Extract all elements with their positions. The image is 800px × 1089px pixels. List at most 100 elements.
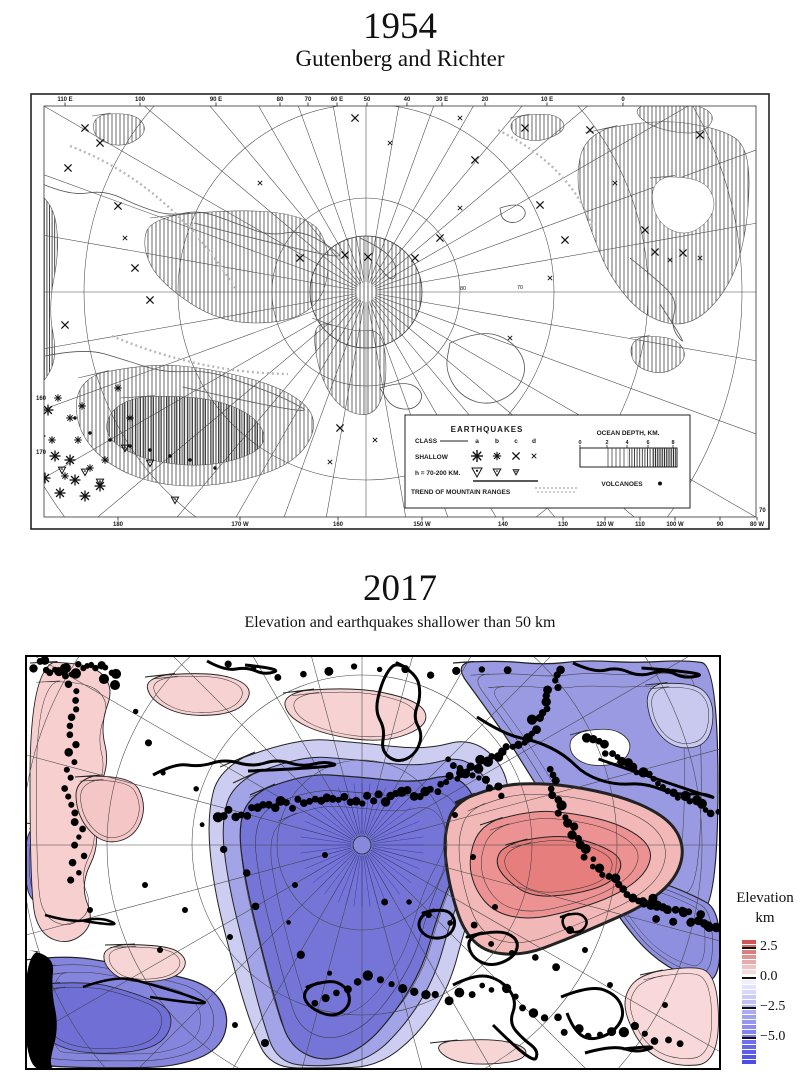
earthquake-dot: [274, 674, 282, 681]
legend-shallow-label: SHALLOW: [415, 454, 449, 461]
colorbar-tick-label: −5.0: [760, 1029, 786, 1044]
earthquake-dot: [659, 784, 666, 791]
colorbar-tick-label: −2.5: [760, 999, 786, 1014]
earthquake-dot: [551, 776, 560, 785]
meridian-line: [34, 656, 354, 841]
contour-line: [481, 818, 639, 912]
coastline-thick: [44, 913, 116, 926]
earthquake-dot: [67, 876, 75, 884]
x-quake-icon: [327, 459, 333, 465]
earthquake-dot: [466, 762, 475, 771]
x-quake-icon: [113, 201, 123, 211]
earthquake-dot: [498, 792, 505, 800]
earthquake-dot: [251, 902, 260, 911]
triangle-dot: [475, 469, 479, 472]
x-quake-icon: [650, 247, 660, 257]
pole-ray: [338, 855, 358, 903]
pole-ray: [372, 849, 420, 869]
earthquake-dot: [421, 990, 431, 1000]
deep-quake-triangle-icon: [57, 466, 67, 475]
asterisk-quake-icon: [101, 456, 109, 464]
earthquake-dot: [706, 809, 715, 818]
earthquake-dot: [488, 753, 495, 760]
earthquake-dot: [508, 950, 515, 957]
earthquake-dot: [443, 779, 450, 786]
earthquake-dot: [687, 917, 696, 927]
meridian-line: [367, 106, 400, 283]
coastline: [446, 333, 525, 404]
contour-region: [624, 967, 719, 1066]
colorbar-segment: [742, 945, 756, 949]
earthquake-dot: [702, 807, 709, 813]
pole-ray: [366, 787, 386, 835]
earthquake-dot: [353, 978, 362, 986]
earthquake-dot: [590, 856, 597, 862]
x-quake-icon: [535, 200, 545, 210]
earthquake-dot: [292, 882, 298, 888]
meridian-line: [369, 301, 449, 517]
earthquake-dot: [554, 684, 562, 692]
pole-ray: [369, 801, 406, 838]
triangle-dot: [84, 470, 86, 472]
coastline-thick: [572, 661, 701, 679]
elevation-colorbar: Elevation km 2.5 0.0 −2.5 −5.0: [730, 888, 800, 1084]
earthquake-dot: [452, 812, 458, 818]
earthquake-dot: [66, 722, 74, 730]
contour-region: [144, 673, 250, 716]
asterisk-quake-icon: [44, 473, 50, 480]
earthquake-dot: [630, 1021, 639, 1031]
longitude-label: 30 E: [436, 97, 448, 103]
earthquake-dot: [460, 769, 470, 779]
earthquake-dot: [546, 765, 554, 773]
ocean-depth-segment: [607, 448, 627, 467]
longitude-label: 170 W: [231, 522, 249, 528]
earthquake-dot: [589, 863, 596, 870]
contour-line: [108, 946, 181, 980]
x-quake-icon: [95, 138, 105, 148]
mountain-trend-curve: [111, 334, 289, 376]
pole-ray: [368, 795, 400, 837]
earthquake-dot: [470, 854, 476, 860]
earthquake-dot: [403, 786, 412, 795]
x-quake-icon: [372, 437, 378, 443]
colorbar-segment: [742, 1000, 756, 1004]
earthquake-dot: [80, 852, 88, 860]
earthquake-dot: [300, 799, 308, 808]
pole-ray: [372, 847, 422, 862]
deep-quake-triangle-icon: [170, 496, 180, 505]
earthquake-dot: [72, 697, 80, 704]
meridian-line: [368, 656, 551, 839]
coastline-thick: [584, 1045, 654, 1055]
x-quake-icon: [560, 235, 570, 245]
earthquake-dot: [494, 782, 503, 791]
earthquake-dot: [512, 993, 519, 1000]
legend-title: EARTHQUAKES: [451, 425, 524, 434]
longitude-label: 100 W: [666, 522, 684, 528]
colorbar-segment: [742, 1060, 756, 1064]
x-quake-icon: [640, 225, 650, 235]
asterisk-quake-icon: [493, 452, 501, 460]
colorbar-tick-label: 0.0: [760, 969, 778, 984]
earthquake-dot: [519, 1004, 526, 1012]
x-quake-icon: [470, 155, 480, 165]
earthquake-dot: [543, 685, 553, 695]
earthquake-dot: [452, 666, 461, 675]
earthquake-dot: [406, 899, 412, 905]
ocean-depth-scale: 0 2 4 6 8: [578, 440, 678, 468]
meridian-line: [372, 106, 523, 285]
pole-ray: [324, 795, 356, 837]
meridian-line: [173, 656, 356, 839]
earthquake-dot: [454, 987, 465, 998]
earthquake-dot: [478, 666, 486, 673]
earthquake-dot: [541, 697, 551, 707]
meridian-line: [138, 851, 356, 1069]
earthquake-dot: [374, 790, 383, 799]
coastline-thick: [452, 974, 539, 1061]
meridian-line: [311, 656, 360, 836]
coastline-thick: [560, 987, 625, 1041]
earthquake-dot: [609, 750, 616, 758]
colorbar-segment: [742, 1030, 756, 1034]
earthquake-dot: [362, 970, 373, 981]
colorbar-segment: [742, 965, 756, 969]
earthquake-dot: [449, 762, 457, 770]
